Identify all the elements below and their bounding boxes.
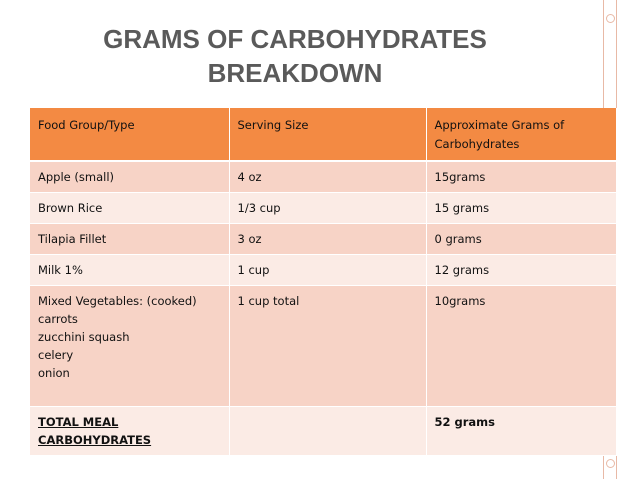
food-cell: Mixed Vegetables: (cooked) carrots zucch… — [30, 285, 230, 407]
decorative-circle — [606, 14, 615, 23]
total-row: TOTAL MEAL CARBOHYDRATES 52 grams — [30, 406, 617, 456]
title-line-2: BREAKDOWN — [207, 58, 383, 88]
serving-cell: 1 cup — [229, 254, 427, 286]
serving-cell: 1/3 cup — [229, 192, 427, 224]
food-cell: Milk 1% — [30, 254, 230, 286]
table-header-row: Food Group/Type Serving Size Approximate… — [30, 108, 617, 162]
table-row: Mixed Vegetables: (cooked) carrots zucch… — [30, 285, 617, 407]
grams-cell: 12 grams — [426, 254, 617, 286]
total-label-cell: TOTAL MEAL CARBOHYDRATES — [30, 406, 230, 456]
total-serving-cell — [229, 406, 427, 456]
food-cell: Apple (small) — [30, 161, 230, 193]
carbohydrates-table: Food Group/Type Serving Size Approximate… — [30, 108, 617, 456]
slide-title: GRAMS OF CARBOHYDRATES BREAKDOWN — [60, 22, 530, 90]
table-row: Milk 1% 1 cup 12 grams — [30, 254, 617, 286]
header-approx-grams: Approximate Grams of Carbohydrates — [426, 108, 617, 162]
serving-cell: 3 oz — [229, 223, 427, 255]
header-food-group: Food Group/Type — [30, 108, 230, 162]
header-serving-size: Serving Size — [229, 108, 427, 162]
grams-cell: 0 grams — [426, 223, 617, 255]
grams-cell: 10grams — [426, 285, 617, 407]
table-row: Brown Rice 1/3 cup 15 grams — [30, 192, 617, 224]
total-label: TOTAL MEAL CARBOHYDRATES — [38, 415, 152, 447]
food-cell: Brown Rice — [30, 192, 230, 224]
grams-cell: 15grams — [426, 161, 617, 193]
decorative-circle — [606, 459, 615, 468]
table-row: Apple (small) 4 oz 15grams — [30, 161, 617, 193]
grams-cell: 15 grams — [426, 192, 617, 224]
serving-cell: 4 oz — [229, 161, 427, 193]
food-cell: Tilapia Fillet — [30, 223, 230, 255]
mixed-vegetables-text: Mixed Vegetables: (cooked) carrots zucch… — [38, 294, 197, 380]
table-row: Tilapia Fillet 3 oz 0 grams — [30, 223, 617, 255]
title-line-1: GRAMS OF CARBOHYDRATES — [103, 24, 487, 54]
decorative-line — [616, 0, 617, 479]
total-grams-cell: 52 grams — [426, 406, 617, 456]
serving-cell: 1 cup total — [229, 285, 427, 407]
